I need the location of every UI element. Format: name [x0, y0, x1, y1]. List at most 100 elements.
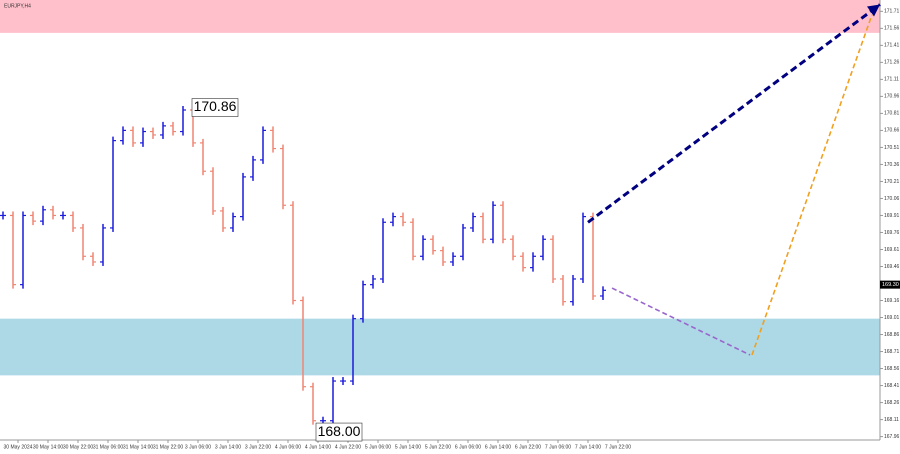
- x-tick-label: 5 Jun 06:00: [365, 444, 391, 450]
- price-bar: [250, 155, 256, 181]
- price-bar: [550, 235, 556, 283]
- annotation: 168.00: [318, 423, 361, 439]
- price-bar: [460, 223, 466, 261]
- price-bar: [400, 212, 406, 227]
- annotation-box: [191, 98, 239, 117]
- y-tick-label: 171.41: [884, 43, 900, 49]
- y-tick-label: 171.56: [884, 26, 900, 32]
- price-bar: [440, 246, 446, 266]
- price-bar: [20, 211, 26, 289]
- x-tick-label: 6 Jun 06:00: [455, 444, 481, 450]
- y-tick-label: 168.86: [884, 332, 900, 338]
- price-bar: [330, 377, 336, 425]
- price-bar: [300, 296, 306, 391]
- y-tick-label: 168.41: [884, 383, 900, 389]
- x-tick-label: 3 Jun 14:00: [215, 444, 241, 450]
- price-bar: [470, 212, 476, 232]
- y-tick-label: 168.71: [884, 349, 900, 355]
- x-tick-label: 7 Jun 22:00: [605, 444, 631, 450]
- forecast-line: [611, 287, 751, 356]
- price-bar: [540, 235, 546, 261]
- y-tick-label: 169.61: [884, 247, 900, 253]
- price-bar: [430, 235, 436, 255]
- x-tick-label: 31 May 14:00: [123, 444, 154, 450]
- price-bar: [360, 280, 366, 323]
- price-bar: [110, 136, 116, 232]
- price-bar: [220, 206, 226, 232]
- price-bar: [260, 126, 266, 164]
- price-bar: [40, 205, 46, 226]
- x-tick-label: 6 Jun 22:00: [515, 444, 541, 450]
- annotation: 170.86: [194, 98, 237, 114]
- x-tick-label: 3 Jun 06:00: [185, 444, 211, 450]
- y-tick-label: 168.26: [884, 400, 900, 406]
- price-bar: [30, 211, 36, 226]
- price-bar: [140, 127, 146, 147]
- price-bar: [90, 252, 96, 266]
- price-bar: [230, 212, 236, 232]
- price-bar: [370, 274, 376, 289]
- y-tick-label: 169.16: [884, 298, 900, 304]
- y-tick-label: 171.71: [884, 9, 900, 15]
- y-tick-label: 170.66: [884, 128, 900, 134]
- x-tick-label: 5 Jun 22:00: [425, 444, 451, 450]
- price-bar: [520, 252, 526, 272]
- forecast-line: [587, 3, 881, 224]
- price-bar: [50, 205, 56, 220]
- x-tick-label: 3 Jun 22:00: [245, 444, 271, 450]
- price-bar: [420, 235, 426, 261]
- x-tick-label: 30 May 2024: [4, 444, 33, 450]
- price-bar: [410, 218, 416, 261]
- x-tick-label: 31 May 22:00: [153, 444, 184, 450]
- price-bar: [590, 212, 596, 300]
- y-tick-label: 168.56: [884, 366, 900, 372]
- x-tick-label: 7 Jun 06:00: [545, 444, 571, 450]
- symbol: EURJPY,H4: [4, 3, 31, 9]
- price-bar: [60, 211, 66, 220]
- x-tick-label: 30 May 22:00: [63, 444, 94, 450]
- y-tick-label: 169.01: [884, 315, 900, 321]
- price-bar: [150, 127, 156, 139]
- y-tick-label: 170.36: [884, 162, 900, 168]
- price-bar: [270, 126, 276, 153]
- price-bar: [70, 211, 76, 232]
- x-tick-label: 4 Jun 14:00: [305, 444, 331, 450]
- y-tick-label: 171.11: [884, 77, 899, 83]
- zone: [0, 318, 880, 376]
- y-tick-label: 169.46: [884, 264, 900, 270]
- price-bar: [510, 235, 516, 261]
- price-bar: [530, 252, 536, 272]
- price-bar: [200, 138, 206, 176]
- price-bar: [580, 212, 586, 283]
- x-tick-label: 5 Jun 14:00: [395, 444, 421, 450]
- price-bar: [560, 274, 566, 306]
- price-bar: [160, 121, 166, 139]
- x-tick-label: 7 Jun 14:00: [575, 444, 601, 450]
- y-tick-label: 168.11: [884, 417, 899, 423]
- annotation-box: [315, 422, 363, 442]
- last-price-box: [880, 280, 900, 289]
- y-tick-label: 169.76: [884, 230, 900, 236]
- price-bar: [480, 212, 486, 244]
- x-tick-label: 4 Jun 06:00: [275, 444, 301, 450]
- arrow-head: [867, 4, 880, 17]
- price-bar: [280, 144, 286, 210]
- y-tick-label: 171.26: [884, 60, 900, 66]
- price-bar: [380, 218, 386, 283]
- price-bar: [500, 201, 506, 244]
- price-bar: [130, 126, 136, 147]
- x-tick-label: 31 May 06:00: [93, 444, 124, 450]
- y-tick-label: 170.51: [884, 145, 900, 151]
- zone: [0, 0, 880, 33]
- price-bar: [490, 201, 496, 244]
- y-tick-label: 167.96: [884, 434, 900, 440]
- price-bar: [10, 211, 16, 289]
- price-bar: [240, 172, 246, 221]
- price-bar: [100, 223, 106, 266]
- price-bar: [80, 223, 86, 261]
- price-bar: [450, 252, 456, 266]
- price-bar: [350, 314, 356, 386]
- price-bar: [310, 382, 316, 425]
- last-price-label: 169.30: [882, 282, 899, 288]
